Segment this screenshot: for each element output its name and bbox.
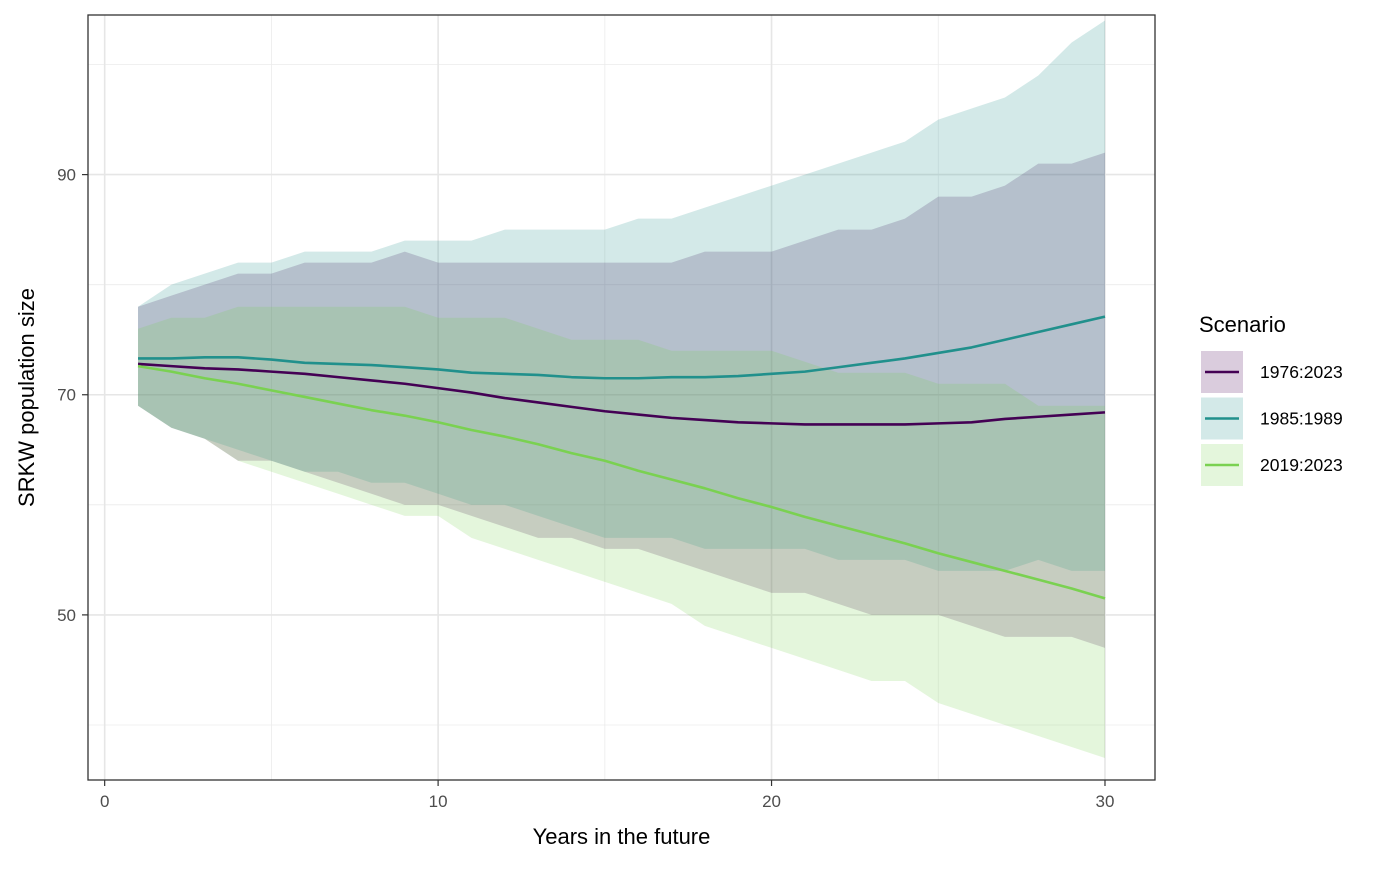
y-tick-label: 90 [57, 166, 76, 185]
ribbon-2019-2023 [138, 306, 1105, 758]
x-axis-title: Years in the future [533, 824, 711, 849]
y-axis-title: SRKW population size [14, 288, 39, 507]
legend-label: 2019:2023 [1260, 455, 1343, 475]
x-tick-label: 30 [1096, 792, 1115, 811]
x-tick-label: 20 [762, 792, 781, 811]
ribbon-1976-2023 [138, 152, 1105, 648]
y-tick-label: 50 [57, 606, 76, 625]
line-1976-2023 [137, 362, 1106, 426]
x-tick-label: 10 [429, 792, 448, 811]
plot-panel [88, 15, 1155, 780]
legend-label: 1976:2023 [1260, 362, 1343, 382]
y-tick-label: 70 [57, 386, 76, 405]
legend-label: 1985:1989 [1260, 409, 1343, 429]
line-1985-1989 [138, 315, 1106, 380]
ribbon-1985-1989 [138, 20, 1105, 571]
legend-title: Scenario [1199, 312, 1286, 337]
x-tick-label: 0 [100, 792, 109, 811]
panel-border [87, 14, 1156, 781]
line-2019-2023 [137, 364, 1106, 600]
